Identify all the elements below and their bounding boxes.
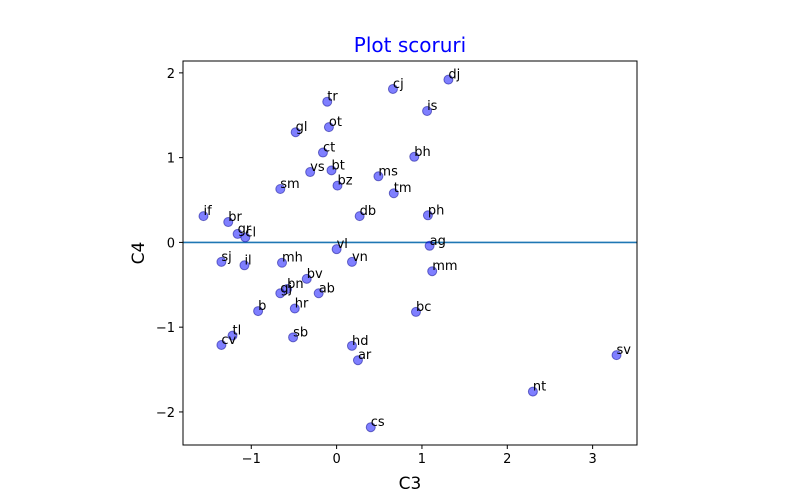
data-point bbox=[326, 165, 337, 176]
data-point bbox=[387, 83, 398, 94]
data-point bbox=[365, 422, 376, 433]
point-label: sj bbox=[221, 250, 231, 265]
point-label: mm bbox=[432, 259, 457, 274]
data-point bbox=[410, 306, 421, 317]
x-tick-label: −1 bbox=[242, 452, 261, 467]
point-label: cj bbox=[393, 77, 404, 92]
data-point bbox=[373, 171, 384, 182]
data-point bbox=[427, 266, 438, 277]
point-label: bn bbox=[287, 277, 304, 292]
point-label: bz bbox=[337, 174, 352, 189]
point-label: sb bbox=[293, 325, 308, 340]
data-point bbox=[240, 232, 251, 243]
data-point bbox=[276, 257, 287, 268]
data-point bbox=[443, 74, 454, 85]
data-point bbox=[313, 288, 324, 299]
y-tick-label: 0 bbox=[167, 236, 175, 251]
point-label: is bbox=[427, 99, 438, 114]
point-label: br bbox=[228, 210, 242, 225]
point-label: gj bbox=[280, 281, 292, 296]
data-point bbox=[223, 217, 234, 228]
data-point bbox=[275, 184, 286, 194]
point-label: bh bbox=[414, 145, 431, 160]
data-point bbox=[317, 147, 328, 158]
data-point bbox=[346, 256, 357, 267]
x-tick-label: 2 bbox=[503, 452, 511, 467]
data-point bbox=[227, 330, 238, 341]
point-label: bt bbox=[331, 158, 344, 173]
data-point bbox=[611, 350, 622, 361]
data-point bbox=[216, 256, 227, 267]
point-label: il bbox=[244, 253, 251, 268]
data-point bbox=[354, 211, 365, 222]
point-label: db bbox=[360, 204, 377, 219]
y-tick-label: 2 bbox=[167, 67, 175, 82]
point-label: b bbox=[258, 299, 266, 314]
data-point bbox=[409, 151, 420, 162]
point-label: gr bbox=[238, 222, 252, 237]
point-label: vs bbox=[310, 160, 325, 175]
data-point bbox=[198, 211, 209, 222]
data-point bbox=[352, 355, 363, 366]
point-label: tr bbox=[327, 90, 338, 105]
data-point bbox=[422, 210, 433, 221]
data-point bbox=[422, 106, 433, 117]
point-label: ab bbox=[319, 281, 335, 296]
data-point bbox=[289, 303, 300, 314]
point-label: ms bbox=[378, 164, 398, 179]
data-point bbox=[275, 288, 286, 299]
data-point bbox=[301, 273, 312, 284]
data-point bbox=[239, 260, 250, 271]
data-point bbox=[424, 240, 435, 251]
plot-frame bbox=[182, 60, 638, 446]
data-point bbox=[290, 127, 301, 138]
point-label: ag bbox=[430, 234, 446, 249]
point-label: ph bbox=[428, 203, 445, 218]
point-label: sm bbox=[280, 177, 299, 192]
point-label: hr bbox=[295, 297, 309, 312]
x-axis-title: C3 bbox=[399, 474, 422, 494]
data-point bbox=[216, 339, 227, 350]
point-label: mh bbox=[282, 251, 303, 266]
point-label: bc bbox=[416, 300, 431, 315]
data-point bbox=[527, 386, 538, 397]
y-tick-label: −2 bbox=[156, 406, 175, 421]
point-label: vl bbox=[337, 237, 348, 252]
point-label: sv bbox=[617, 343, 632, 358]
point-label: vn bbox=[352, 250, 368, 265]
point-label: dj bbox=[448, 68, 460, 83]
chart-title: Plot scoruri bbox=[354, 33, 466, 57]
data-point bbox=[388, 188, 399, 199]
point-label: bv bbox=[307, 267, 323, 282]
point-label: hd bbox=[352, 334, 369, 349]
y-tick-label: 1 bbox=[167, 152, 175, 167]
data-point bbox=[305, 167, 316, 178]
point-label: nt bbox=[533, 380, 546, 395]
point-label: gl bbox=[296, 120, 308, 135]
point-label: tl bbox=[232, 324, 241, 339]
data-point bbox=[332, 180, 343, 191]
point-label: cl bbox=[245, 225, 256, 240]
point-label: if bbox=[203, 204, 212, 219]
point-label: ct bbox=[323, 141, 335, 156]
point-label: ot bbox=[329, 115, 342, 130]
point-label: ar bbox=[358, 348, 372, 363]
data-point bbox=[331, 244, 342, 255]
x-tick-label: 0 bbox=[332, 452, 340, 467]
data-point bbox=[346, 340, 357, 351]
data-point bbox=[288, 332, 299, 343]
data-point bbox=[322, 96, 333, 107]
y-tick-label: −1 bbox=[156, 321, 175, 336]
point-label: tm bbox=[394, 181, 412, 196]
x-tick-label: 3 bbox=[588, 452, 596, 467]
point-label: cv bbox=[221, 333, 236, 348]
data-point bbox=[253, 306, 264, 317]
x-tick-label: 1 bbox=[418, 452, 426, 467]
point-label: cs bbox=[371, 415, 385, 430]
data-point bbox=[323, 122, 334, 133]
y-axis-title: C4 bbox=[129, 242, 149, 265]
